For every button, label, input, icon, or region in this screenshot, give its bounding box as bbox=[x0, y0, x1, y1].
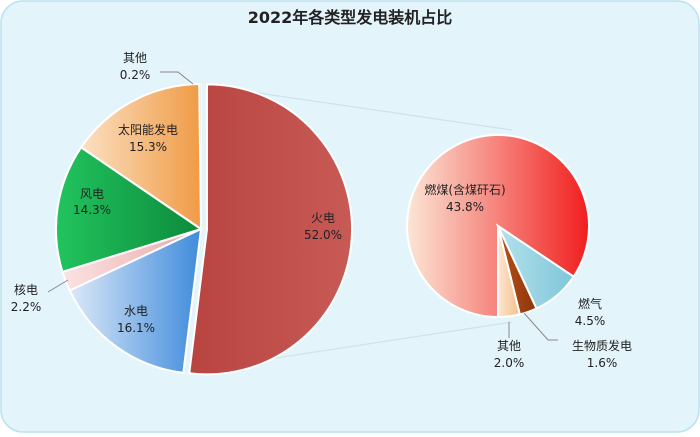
main-pie bbox=[55, 82, 354, 376]
label-solar-value: 15.3% bbox=[129, 140, 167, 154]
slice-thermal-other bbox=[497, 225, 522, 319]
label-thermal-value: 52.0% bbox=[304, 228, 342, 242]
label-biomass-value: 1.6% bbox=[587, 356, 618, 370]
slice-other bbox=[198, 83, 202, 230]
label-hydro-name: 水电 bbox=[124, 304, 148, 318]
label-other-value: 0.2% bbox=[120, 68, 151, 82]
label-wind-value: 14.3% bbox=[73, 203, 111, 217]
label-coal-value: 43.8% bbox=[446, 200, 484, 214]
label-wind-name: 风电 bbox=[80, 187, 104, 201]
slice-wind bbox=[55, 145, 204, 274]
label-thermal-other-value: 2.0% bbox=[494, 356, 525, 370]
label-other-name: 其他 bbox=[123, 51, 147, 65]
label-thermal-name: 火电 bbox=[311, 211, 335, 225]
chart-title: 2022年各类型发电装机占比 bbox=[248, 8, 453, 27]
leader-line-nuclear bbox=[47, 279, 69, 293]
label-hydro-value: 16.1% bbox=[117, 321, 155, 335]
connector-line-top bbox=[209, 85, 513, 131]
leader-line-other bbox=[160, 71, 194, 85]
label-solar-name: 太阳能发电 bbox=[118, 122, 178, 137]
label-nuclear-name: 核电 bbox=[14, 283, 38, 297]
leader-line-biomass bbox=[523, 312, 558, 341]
breakdown-pie bbox=[406, 134, 590, 319]
label-gas-name: 燃气 bbox=[578, 296, 602, 311]
slice-solar bbox=[79, 82, 203, 231]
label-gas-value: 4.5% bbox=[575, 314, 606, 328]
label-coal-name: 燃煤(含煤矸石) bbox=[424, 182, 505, 197]
slice-thermal bbox=[188, 83, 354, 376]
slice-hydro bbox=[68, 227, 203, 375]
label-thermal-other-name: 其他 bbox=[497, 339, 521, 353]
label-nuclear-value: 2.2% bbox=[11, 300, 42, 314]
label-biomass-name: 生物质发电 bbox=[572, 338, 632, 353]
